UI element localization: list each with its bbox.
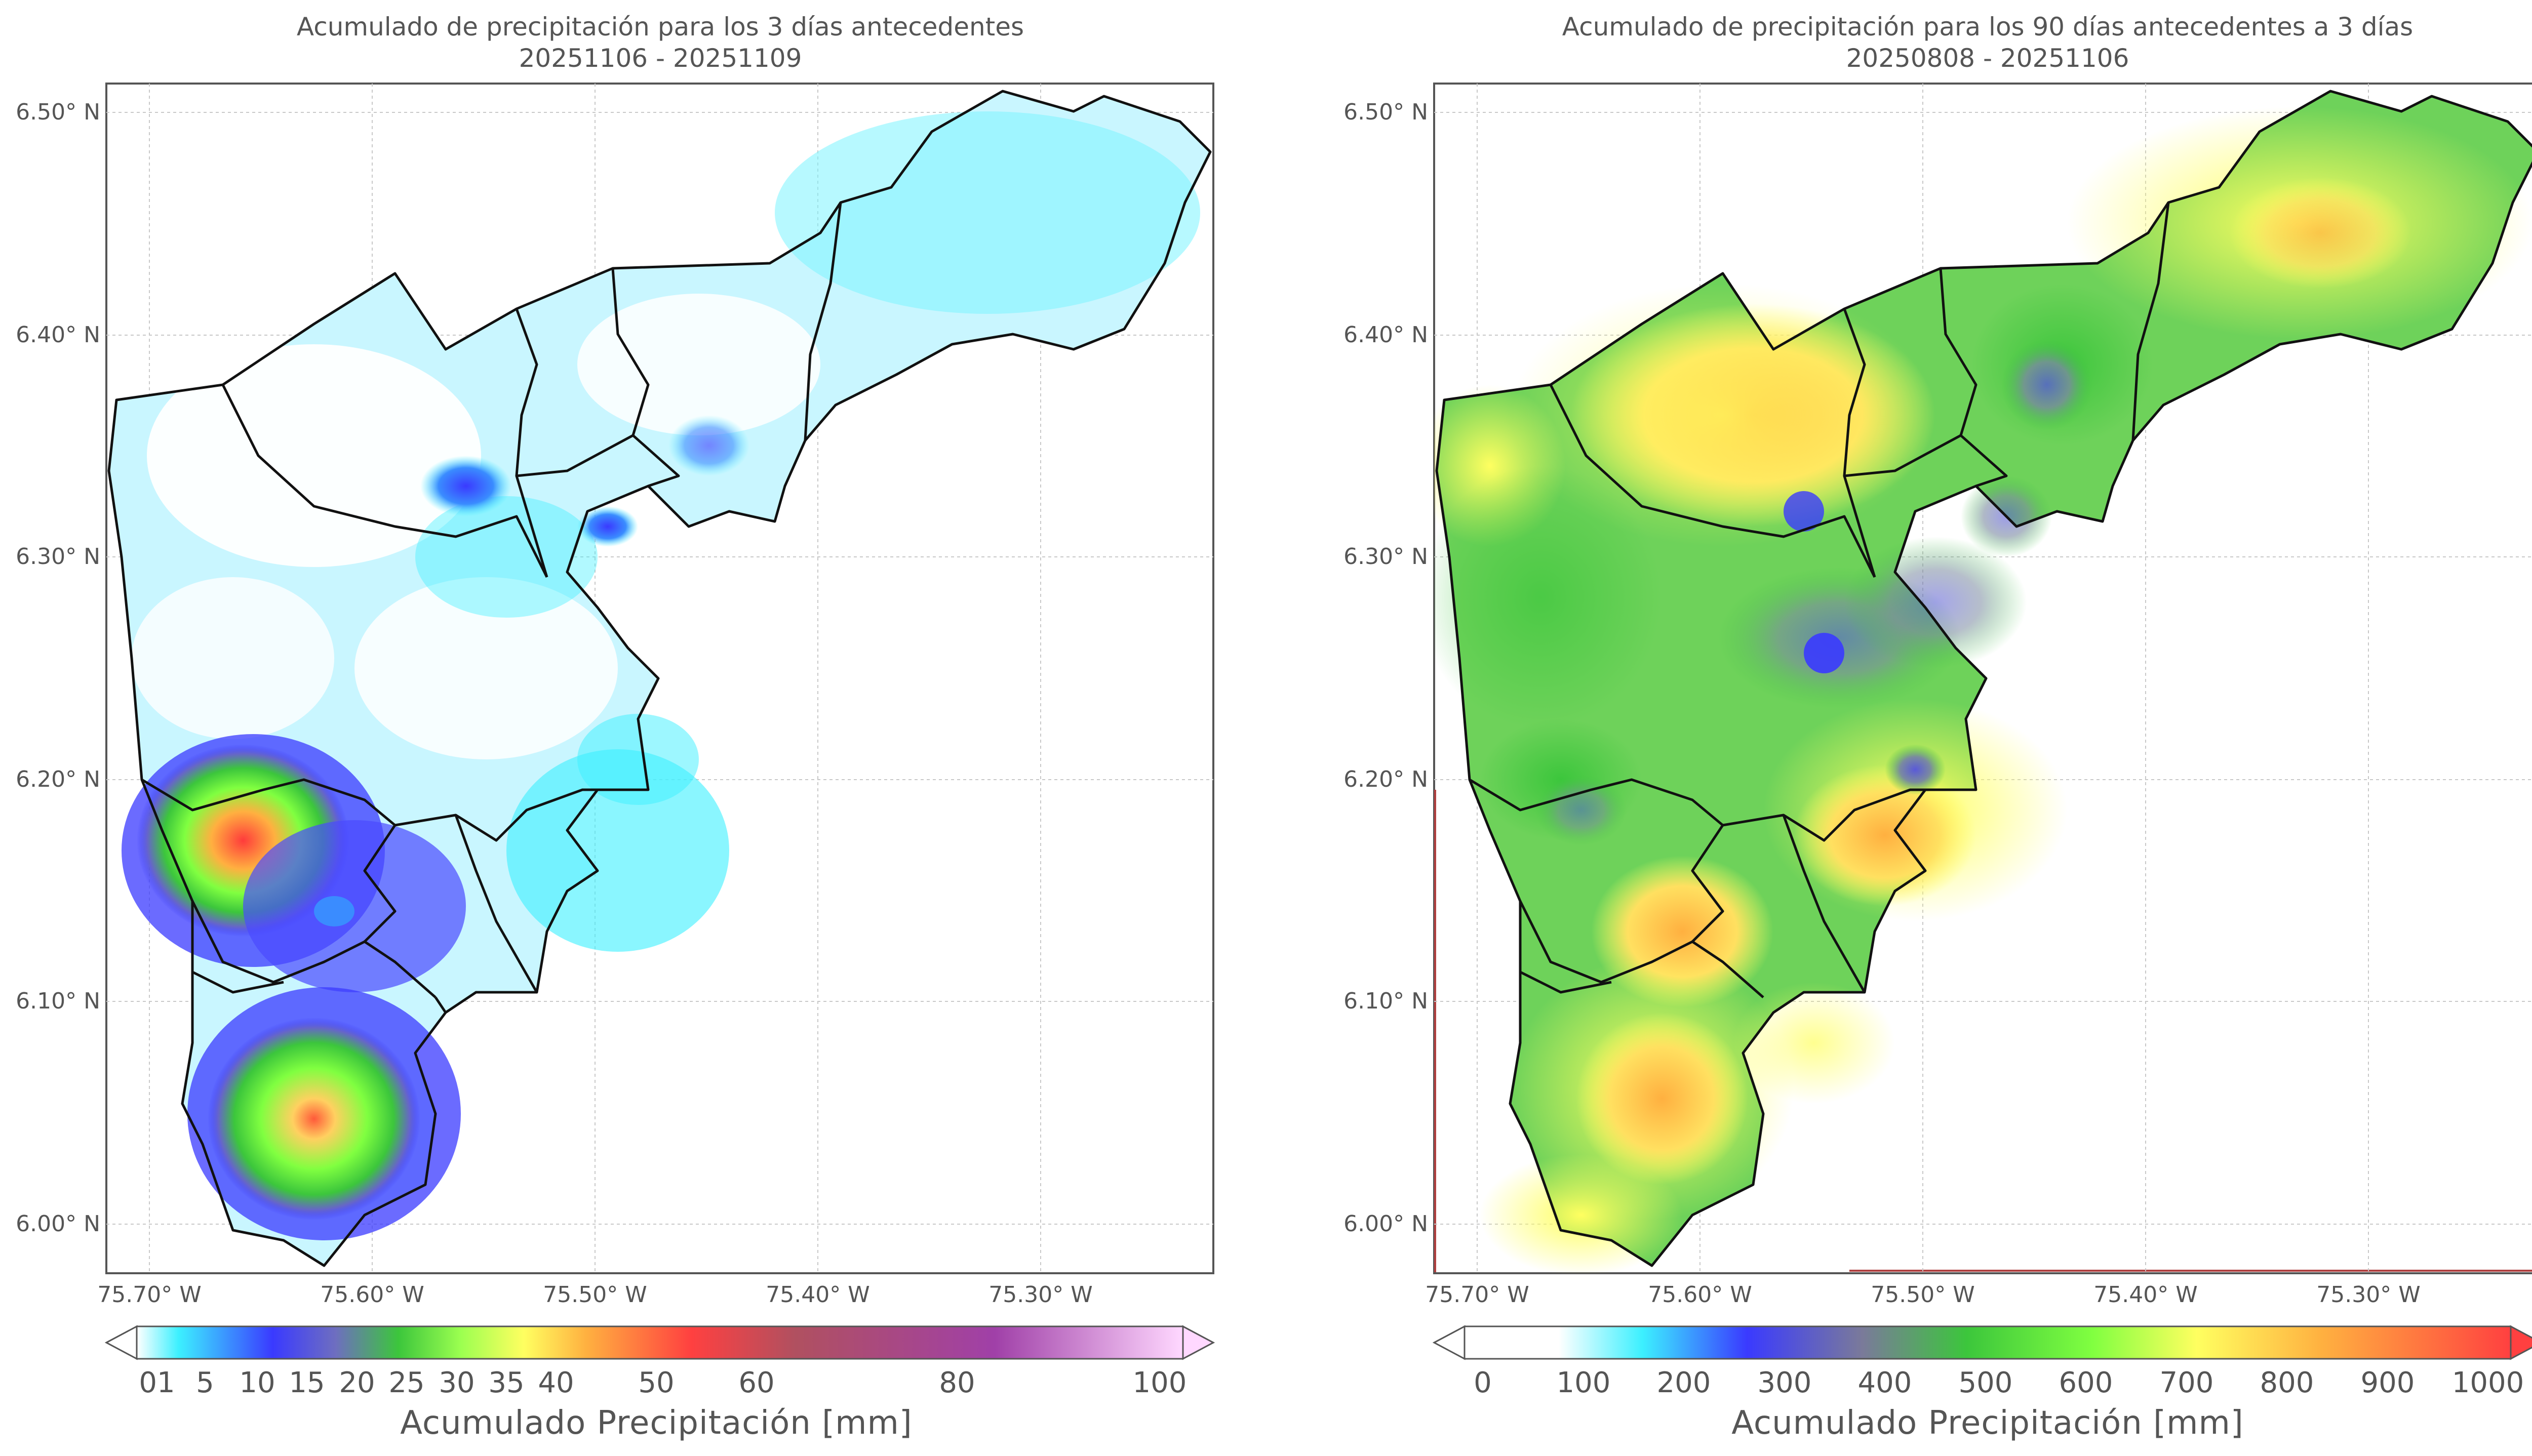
colorbar-title: Acumulado Precipitación [mm]: [1731, 1404, 2244, 1442]
map-title: Acumulado de precipitación para los 3 dí…: [297, 12, 1024, 42]
lon-label: 75.70° W: [97, 1282, 201, 1308]
lon-label: 75.50° W: [543, 1282, 647, 1308]
lat-label: 6.40° N: [1343, 322, 1428, 348]
colorbar-tick-label: 0: [1474, 1366, 1492, 1399]
colorbar-title: Acumulado Precipitación [mm]: [400, 1404, 913, 1442]
lon-axis-labels: 75.70° W 75.60° W 75.50° W 75.40° W 75.3…: [97, 1282, 1092, 1308]
colorbar-tick-label: 500: [1959, 1366, 2013, 1399]
lon-label: 75.60° W: [1648, 1282, 1752, 1308]
municipal-boundaries: [107, 90, 1212, 1267]
lon-label: 75.30° W: [988, 1282, 1092, 1308]
lat-axis-labels: 6.50° N 6.40° N 6.30° N 6.20° N 6.10° N …: [1343, 99, 1428, 1237]
lat-label: 6.30° N: [1343, 544, 1428, 570]
colorbar-tick-label: 80: [939, 1366, 975, 1399]
lat-label: 6.20° N: [1343, 766, 1428, 792]
colorbar-gradient: [1463, 1325, 2512, 1360]
colorbar-tick-label: 800: [2260, 1366, 2314, 1399]
colorbar-tick-label: 60: [738, 1366, 774, 1399]
municipal-boundaries: [1435, 90, 2532, 1267]
lon-label: 75.60° W: [320, 1282, 424, 1308]
colorbar-extend-min: [1432, 1325, 1466, 1360]
colorbar-tick-label: 50: [638, 1366, 674, 1399]
colorbar-tick-label: 100: [1133, 1366, 1187, 1399]
colorbar-tick-label: 35: [488, 1366, 524, 1399]
lat-label: 6.30° N: [16, 544, 100, 570]
lat-label: 6.00° N: [1343, 1211, 1428, 1237]
colorbar-tick-label: 700: [2160, 1366, 2214, 1399]
lat-label: 6.10° N: [1343, 988, 1428, 1014]
map-3day-svg: Acumulado de precipitación para los 3 dí…: [16, 12, 1215, 1442]
lat-axis-labels: 6.50° N 6.40° N 6.30° N 6.20° N 6.10° N …: [16, 99, 100, 1237]
colorbar-gradient: [136, 1325, 1184, 1360]
colorbar-extend-max: [1182, 1325, 1215, 1360]
colorbar-tick-label: 200: [1657, 1366, 1711, 1399]
lat-label: 6.50° N: [1343, 99, 1428, 125]
colorbar-tick-label: 400: [1858, 1366, 1912, 1399]
colorbar-tick-label: 30: [439, 1366, 474, 1399]
map-subtitle-dates: 20250808 - 20251106: [1846, 44, 2129, 73]
map-title: Acumulado de precipitación para los 90 d…: [1562, 12, 2413, 42]
colorbar-tick-label: 600: [2059, 1366, 2113, 1399]
colorbar-extend-min: [104, 1325, 138, 1360]
lon-axis-labels: 75.70° W 75.60° W 75.50° W 75.40° W 75.3…: [1425, 1282, 2420, 1308]
colorbar-extend-max: [2510, 1325, 2532, 1360]
lon-label: 75.70° W: [1425, 1282, 1529, 1308]
lon-label: 75.30° W: [2316, 1282, 2420, 1308]
lat-label: 6.20° N: [16, 766, 100, 792]
colorbar-tick-label: 20: [339, 1366, 375, 1399]
colorbar-tick-label: 25: [388, 1366, 424, 1399]
colorbar-tick-label: 01: [139, 1366, 175, 1399]
lat-label: 6.10° N: [16, 988, 100, 1014]
colorbar-tick-label: 300: [1758, 1366, 1812, 1399]
colorbar-tick-label: 900: [2361, 1366, 2415, 1399]
map-subtitle-dates: 20251106 - 20251109: [519, 44, 802, 73]
lat-label: 6.50° N: [16, 99, 100, 125]
colorbar-3day: 01 5 10 15 20 25 30 35 40 50 60 80 100 A…: [104, 1325, 1215, 1442]
colorbar-tick-label: 40: [538, 1366, 574, 1399]
lon-label: 75.50° W: [1871, 1282, 1974, 1308]
lon-label: 75.40° W: [2093, 1282, 2197, 1308]
colorbar-tick-label: 100: [1557, 1366, 1611, 1399]
map-panel-3day: Acumulado de precipitación para los 3 dí…: [16, 12, 1215, 1442]
map-panel-90day: Acumulado de precipitación para los 90 d…: [1277, 0, 2532, 1456]
colorbar-tick-label: 1000: [2452, 1366, 2524, 1399]
lat-label: 6.00° N: [16, 1211, 100, 1237]
colorbar-tick-label: 5: [196, 1366, 214, 1399]
colorbar-90day: 0 100 200 300 400 500 600 700 800 900 10…: [1432, 1325, 2532, 1442]
lon-label: 75.40° W: [766, 1282, 869, 1308]
lat-label: 6.40° N: [16, 322, 100, 348]
colorbar-tick-label: 15: [289, 1366, 325, 1399]
map-90day-svg: Acumulado de precipitación para los 90 d…: [1343, 12, 2532, 1442]
colorbar-tick-label: 10: [239, 1366, 275, 1399]
